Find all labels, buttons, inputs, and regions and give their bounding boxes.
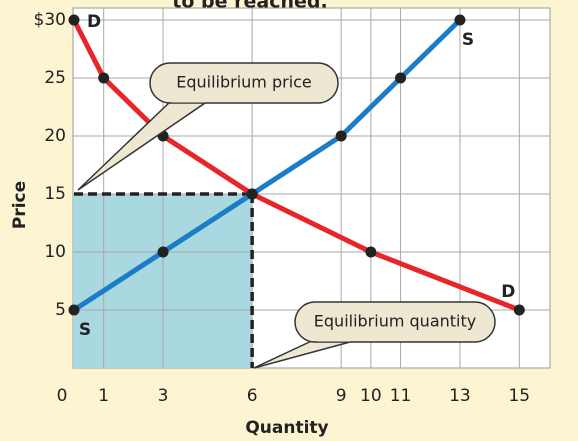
- x-tick-label: 10: [360, 386, 382, 406]
- x-tick-label: 11: [390, 386, 412, 406]
- x-tick-label: 3: [158, 386, 169, 406]
- x-tick-label: 15: [508, 386, 530, 406]
- x-tick-label: 9: [336, 386, 347, 406]
- data-point: [335, 130, 347, 142]
- y-tick-label: 20: [44, 126, 66, 146]
- y-tick-label: 25: [44, 68, 66, 88]
- series-label: S: [79, 320, 91, 340]
- y-tick-label: 15: [44, 184, 66, 204]
- annotation: Equilibrium quantity: [314, 312, 476, 331]
- data-point: [98, 72, 110, 84]
- x-tick-label: 1: [98, 386, 109, 406]
- data-point: [68, 14, 80, 26]
- data-point: [68, 304, 80, 316]
- callout-bubble: [149, 62, 339, 104]
- marks: [68, 14, 525, 368]
- y-tick-label: 5: [55, 300, 66, 320]
- callout-bubble: [294, 301, 496, 343]
- annotation: Equilibrium price: [176, 73, 312, 92]
- series-label: D: [87, 12, 101, 32]
- data-point: [395, 72, 407, 84]
- origin-label: 0: [57, 386, 68, 406]
- y-tick-label: 10: [44, 242, 66, 262]
- data-point: [454, 14, 466, 26]
- data-point: [513, 304, 525, 316]
- x-tick-label: 13: [449, 386, 471, 406]
- data-point: [365, 246, 377, 258]
- series-label: S: [462, 30, 474, 50]
- quantity-callout: Equilibrium quantity: [253, 301, 496, 369]
- series-label: D: [501, 282, 515, 302]
- series-line: [71, 18, 521, 313]
- data-point: [157, 246, 169, 258]
- y-axis-label: Price: [10, 181, 30, 229]
- data-point: [246, 188, 258, 200]
- x-axis-label: Quantity: [245, 418, 328, 438]
- x-tick-label: 6: [247, 386, 258, 406]
- y-tick-label: $30: [34, 10, 66, 30]
- price-callout: Equilibrium price: [77, 62, 339, 191]
- series-line: [72, 18, 462, 313]
